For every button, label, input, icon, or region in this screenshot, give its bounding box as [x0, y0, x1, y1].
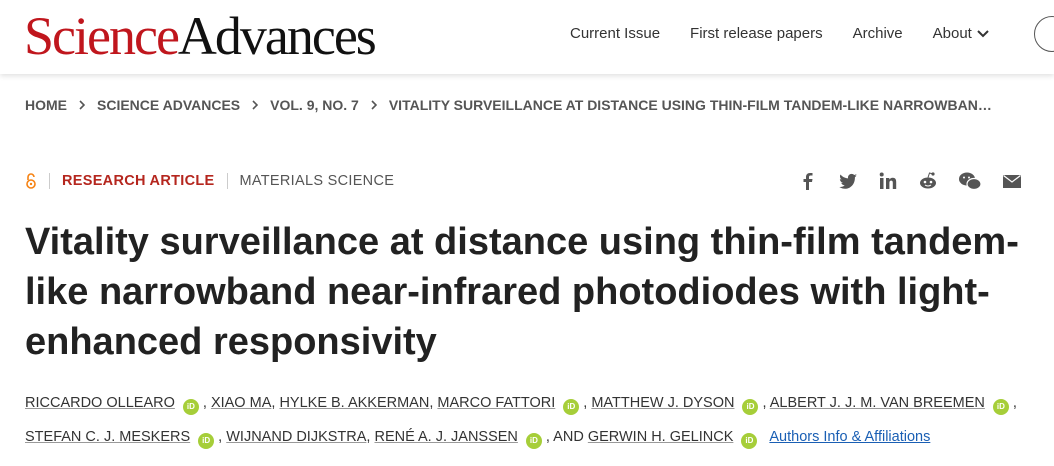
crumb-chevron [79, 100, 85, 110]
open-access-icon [26, 173, 36, 189]
author-name[interactable]: ALBERT J. J. M. VAN BREEMEN [769, 395, 985, 411]
crumb[interactable]: VOL. 9, NO. 7 [270, 97, 359, 113]
share-linkedin[interactable] [878, 171, 898, 191]
nav-label: About [932, 25, 972, 42]
author-name[interactable]: MATTHEW J. DYSON [591, 395, 735, 411]
article-title: Vitality surveillance at distance using … [25, 221, 1019, 363]
author-name[interactable]: HYLKE B. AKKERMAN [279, 395, 430, 411]
orcid-badge[interactable]: iD [741, 433, 758, 449]
separator: , [583, 395, 588, 411]
author-name[interactable]: GERWIN H. GELINCK [587, 429, 734, 445]
author-name[interactable]: RICCARDO OLLEARO [25, 395, 175, 411]
separator: , [366, 429, 371, 445]
share-bar [798, 171, 1042, 191]
separator: , [429, 395, 434, 411]
divider [226, 173, 228, 189]
share-facebook[interactable] [798, 171, 818, 191]
search-button[interactable] [1034, 16, 1054, 52]
logo[interactable]: ScienceAdvances [24, 6, 377, 66]
separator: , [1012, 395, 1017, 411]
nav-link[interactable]: About [933, 24, 990, 44]
chevron-down [977, 30, 989, 38]
share-twitter[interactable] [838, 171, 858, 191]
crumb-current: VITALITY SURVEILLANCE AT DISTANCE USING … [388, 97, 992, 113]
breadcrumb: HOME SCIENCE ADVANCES VOL. 9, NO. 7 VITA… [25, 97, 992, 113]
nav-link[interactable]: First release papers [690, 25, 823, 42]
crumb-chevron [252, 100, 259, 110]
separator: , [762, 395, 767, 411]
share-wechat[interactable] [958, 171, 982, 191]
logo-advances: Advances [177, 6, 377, 66]
divider [49, 173, 50, 189]
orcid-badge[interactable]: iD [182, 399, 199, 415]
article-meta: RESEARCH ARTICLE MATERIALS SCIENCE [25, 172, 394, 190]
share-reddit[interactable] [918, 171, 938, 191]
share-email[interactable] [1002, 171, 1022, 191]
crumb-chevron [371, 100, 377, 110]
logo-science: Science [24, 6, 180, 66]
nav-link[interactable]: Archive [852, 25, 903, 42]
separator: , [218, 429, 223, 445]
separator: , [202, 395, 207, 411]
orcid-badge[interactable]: iD [198, 433, 215, 449]
orcid-badge[interactable]: iD [563, 399, 580, 415]
main-nav: Current Issue First release papers Archi… [570, 24, 1020, 44]
orcid-badge[interactable]: iD [992, 399, 1009, 415]
article-subject[interactable]: MATERIALS SCIENCE [239, 173, 395, 189]
crumb[interactable]: SCIENCE ADVANCES [97, 97, 241, 113]
article-type: RESEARCH ARTICLE [62, 173, 215, 189]
author-list: RICCARDO OLLEARO iD, XIAO MA, HYLKE B. AK… [25, 386, 1035, 454]
crumb[interactable]: HOME [25, 97, 67, 113]
and-label: AND [553, 429, 584, 445]
affiliations-link[interactable]: Authors Info & Affiliations [769, 429, 931, 445]
author-name[interactable]: XIAO MA [210, 395, 272, 411]
nav-link[interactable]: Current Issue [570, 25, 661, 42]
separator: , [271, 395, 276, 411]
author-name[interactable]: MARCO FATTORI [437, 395, 556, 411]
author-name[interactable]: RENÉ A. J. JANSSEN [374, 429, 518, 445]
author-name[interactable]: STEFAN C. J. MESKERS [25, 429, 191, 445]
separator: , [545, 429, 550, 445]
author-name[interactable]: WIJNAND DIJKSTRA [226, 429, 367, 445]
orcid-badge[interactable]: iD [525, 433, 542, 449]
site-header: ScienceAdvances Current Issue First rele… [0, 0, 1054, 74]
orcid-badge[interactable]: iD [742, 399, 759, 415]
